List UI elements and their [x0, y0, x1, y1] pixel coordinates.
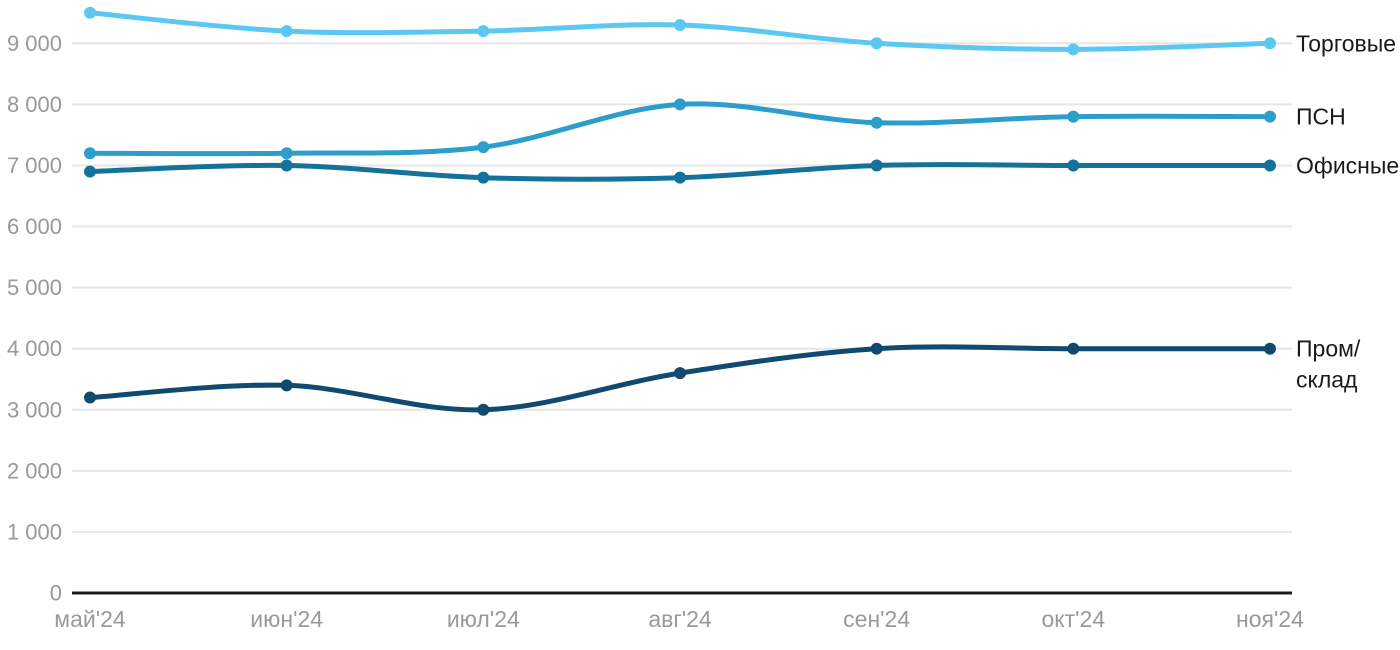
data-point-torgovye-6[interactable]	[1264, 37, 1277, 50]
data-point-torgovye-4[interactable]	[870, 37, 883, 50]
x-axis-tick-label: авг'24	[648, 606, 712, 632]
series-label-prom-sklad: Пром/	[1296, 336, 1361, 362]
x-axis-tick-label: июл'24	[447, 606, 520, 632]
data-point-prom-sklad-2[interactable]	[477, 403, 490, 416]
y-axis-tick-label: 9 000	[7, 31, 62, 56]
data-point-torgovye-0[interactable]	[84, 6, 96, 19]
data-point-torgovye-3[interactable]	[674, 18, 687, 31]
data-point-torgovye-2[interactable]	[477, 25, 490, 38]
data-point-prom-sklad-4[interactable]	[870, 342, 883, 355]
data-point-psn-2[interactable]	[477, 141, 490, 154]
x-axis-tick-label: июн'24	[250, 606, 323, 632]
data-point-prom-sklad-3[interactable]	[674, 367, 687, 380]
labels-layer: 0 1 000 2 000 3 000 4 000 5 000 6 000 7 000 8 00…	[7, 30, 1399, 632]
series-label-prom-sklad: склад	[1296, 367, 1358, 393]
data-point-prom-sklad-0[interactable]	[84, 391, 96, 404]
data-point-ofisnye-5[interactable]	[1067, 159, 1080, 172]
series-label-psn: ПСН	[1296, 104, 1346, 130]
data-point-psn-0[interactable]	[84, 147, 96, 160]
y-axis-tick-label: 1 000	[7, 519, 62, 544]
series-line-psn	[87, 101, 1273, 157]
data-point-torgovye-1[interactable]	[280, 25, 293, 38]
data-point-prom-sklad-1[interactable]	[280, 379, 293, 392]
data-point-psn-3[interactable]	[674, 98, 687, 111]
y-axis-tick-label: 7 000	[7, 153, 62, 178]
data-point-torgovye-5[interactable]	[1067, 43, 1080, 56]
data-point-ofisnye-3[interactable]	[674, 171, 687, 184]
data-points-layer	[84, 6, 1277, 416]
data-point-prom-sklad-5[interactable]	[1067, 342, 1080, 355]
x-axis-tick-label: сен'24	[843, 606, 910, 632]
x-axis-tick-label: окт'24	[1042, 606, 1106, 632]
y-axis-tick-label: 8 000	[7, 92, 62, 117]
data-point-ofisnye-0[interactable]	[84, 165, 96, 178]
series-label-torgovye: Торговые	[1296, 30, 1396, 56]
x-axis-tick-label: май'24	[54, 606, 126, 632]
data-point-ofisnye-4[interactable]	[870, 159, 883, 172]
y-axis-tick-label: 5 000	[7, 275, 62, 300]
data-point-psn-6[interactable]	[1264, 110, 1277, 123]
data-point-prom-sklad-6[interactable]	[1264, 342, 1277, 355]
y-axis-tick-label: 0	[50, 581, 62, 606]
y-axis-tick-label: 2 000	[7, 458, 62, 483]
y-axis-tick-label: 4 000	[7, 336, 62, 361]
data-point-ofisnye-6[interactable]	[1264, 159, 1277, 172]
data-point-ofisnye-2[interactable]	[477, 171, 490, 184]
series-lines-layer	[87, 10, 1273, 413]
data-point-psn-4[interactable]	[870, 116, 883, 129]
data-point-psn-1[interactable]	[280, 147, 293, 160]
x-axis-tick-label: ноя'24	[1236, 606, 1304, 632]
data-point-psn-5[interactable]	[1067, 110, 1080, 123]
y-axis-tick-label: 3 000	[7, 397, 62, 422]
y-axis-tick-label: 6 000	[7, 214, 62, 239]
series-label-ofisnye: Офисные	[1296, 152, 1399, 178]
data-point-ofisnye-1[interactable]	[280, 159, 293, 172]
